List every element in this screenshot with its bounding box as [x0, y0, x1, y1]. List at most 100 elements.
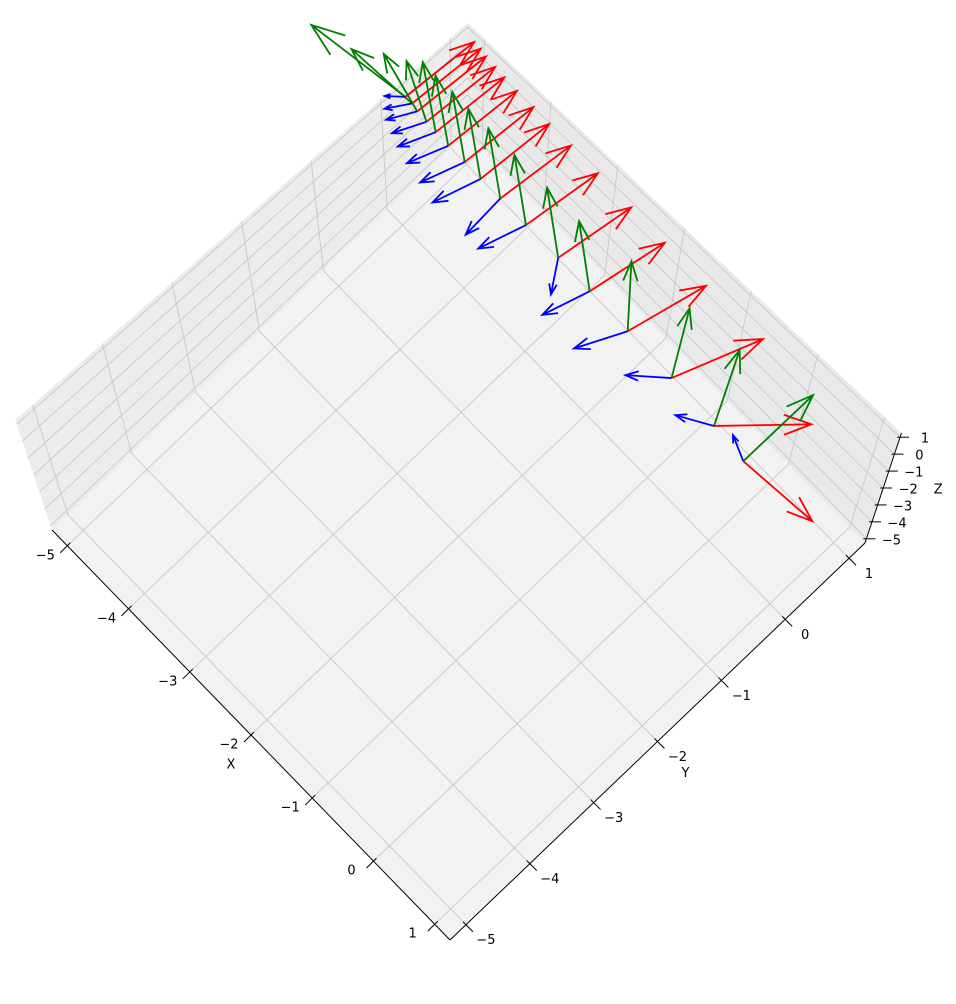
- arrow: [381, 93, 406, 100]
- z-tick-label: 0: [915, 449, 923, 464]
- arrow: [430, 73, 450, 146]
- arrow: [509, 152, 527, 226]
- arrow: [731, 432, 745, 462]
- arrow: [548, 257, 560, 298]
- arrow: [463, 197, 501, 237]
- arrow: [418, 59, 437, 133]
- arrow: [713, 347, 742, 427]
- arrow: [622, 370, 672, 382]
- y-grid-line: [380, 99, 786, 620]
- arrow: [404, 40, 477, 98]
- x-tick: [304, 794, 316, 806]
- arrow: [627, 284, 709, 333]
- arrow: [479, 122, 552, 180]
- arrow: [447, 89, 466, 163]
- x-tick: [59, 542, 71, 554]
- x-grid-line: [434, 417, 886, 925]
- x-tick-label: −1: [281, 801, 300, 816]
- x-tick: [243, 731, 255, 743]
- x-tick: [182, 668, 194, 680]
- y-grid-line: [32, 404, 467, 926]
- arrow: [589, 241, 667, 293]
- arrow: [425, 65, 498, 123]
- arrow: [404, 144, 449, 165]
- arrow: [483, 125, 502, 199]
- arrows: [309, 23, 816, 523]
- arrow: [571, 330, 628, 351]
- arrow: [713, 413, 815, 436]
- z-grid-line: [33, 77, 884, 489]
- z-grid-line: [16, 26, 901, 438]
- y-grid-line: [101, 343, 531, 864]
- z-tick-label: −3: [893, 499, 912, 514]
- z-axis-label: Z: [934, 483, 943, 498]
- arrow: [383, 110, 418, 122]
- y-tick: [781, 615, 793, 627]
- z-tick-label: −4: [887, 516, 906, 531]
- y-grid-line: [310, 160, 722, 681]
- panes: [15, 23, 902, 940]
- y-grid-line: [241, 221, 658, 742]
- x-tick-label: −5: [36, 548, 55, 563]
- arrow: [417, 161, 466, 184]
- y-tick-label: −2: [668, 750, 687, 765]
- arrow: [475, 224, 527, 250]
- x-tick: [427, 920, 439, 932]
- left-pane: [15, 23, 468, 530]
- arrow: [539, 290, 591, 317]
- x-tick-label: −4: [97, 611, 116, 626]
- arrow: [671, 338, 766, 379]
- arrow: [395, 131, 437, 148]
- arrow: [405, 58, 428, 123]
- z-tick-label: −1: [904, 466, 923, 481]
- arrow: [525, 171, 600, 226]
- x-tick: [121, 605, 132, 617]
- x-grid-line: [311, 290, 752, 799]
- arrow: [349, 47, 413, 105]
- x-tick: [366, 857, 377, 869]
- arrow: [499, 143, 573, 200]
- z-grid-line: [27, 60, 890, 472]
- grid: [16, 26, 901, 926]
- y-tick: [845, 554, 857, 566]
- y-axis-label: Y: [681, 766, 690, 781]
- y-tick-label: 0: [801, 628, 809, 643]
- arrow: [670, 305, 693, 379]
- arrow: [416, 54, 489, 113]
- x-grid-line: [189, 164, 619, 673]
- arrow: [557, 205, 634, 259]
- y-grid-line: [171, 282, 594, 803]
- z-tick-label: −5: [882, 533, 901, 548]
- arrow: [542, 185, 560, 259]
- y-tick-label: −5: [476, 933, 495, 948]
- y-tick-label: −4: [540, 872, 559, 887]
- y-tick: [462, 921, 474, 933]
- arrow: [435, 75, 507, 133]
- y-tick-label: 1: [865, 567, 873, 582]
- arrow: [742, 393, 816, 462]
- arrow: [411, 47, 483, 105]
- x-grid-line: [373, 354, 819, 862]
- y-tick: [717, 677, 729, 688]
- x-axis-label: X: [227, 758, 236, 773]
- y-tick-label: −1: [732, 689, 751, 704]
- z-tick-label: 1: [921, 432, 929, 447]
- arrow: [382, 51, 419, 112]
- y-tick-label: −3: [604, 811, 623, 826]
- z-grid-line: [50, 128, 867, 540]
- x-tick-label: 0: [347, 864, 355, 879]
- back-pane: [467, 23, 902, 543]
- x-tick-label: −2: [219, 738, 238, 753]
- arrow: [381, 102, 413, 112]
- x-grid-line: [250, 227, 685, 736]
- arrow: [430, 178, 481, 204]
- arrow: [742, 460, 815, 523]
- x-tick-label: 1: [409, 927, 417, 942]
- y-tick: [590, 799, 602, 810]
- y-tick: [526, 860, 538, 872]
- arrow: [389, 120, 427, 135]
- arrow: [622, 258, 639, 332]
